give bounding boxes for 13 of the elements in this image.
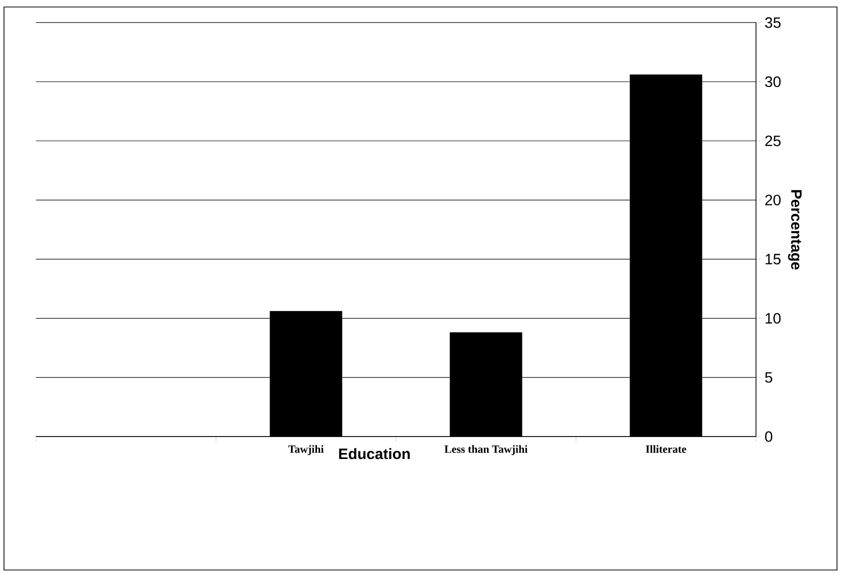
y-axis-title: Percentage [788, 190, 802, 270]
y-tick-label: 0 [765, 431, 772, 442]
y-tick-label: 30 [765, 76, 781, 88]
y-tick-label: 35 [765, 17, 781, 28]
y-tick-label: 5 [765, 372, 772, 383]
x-axis-title: Education [339, 448, 410, 460]
x-tick-label: Less than Tawjihi [444, 445, 528, 456]
y-tick-label: 25 [765, 136, 781, 146]
y-tick-label: 10 [766, 312, 781, 324]
y-tick-label: 20 [765, 194, 781, 206]
x-tick-label: Tawjihi [288, 445, 324, 456]
y-tick-label: 15 [766, 254, 781, 264]
x-tick-label: Illiterate [646, 445, 686, 453]
